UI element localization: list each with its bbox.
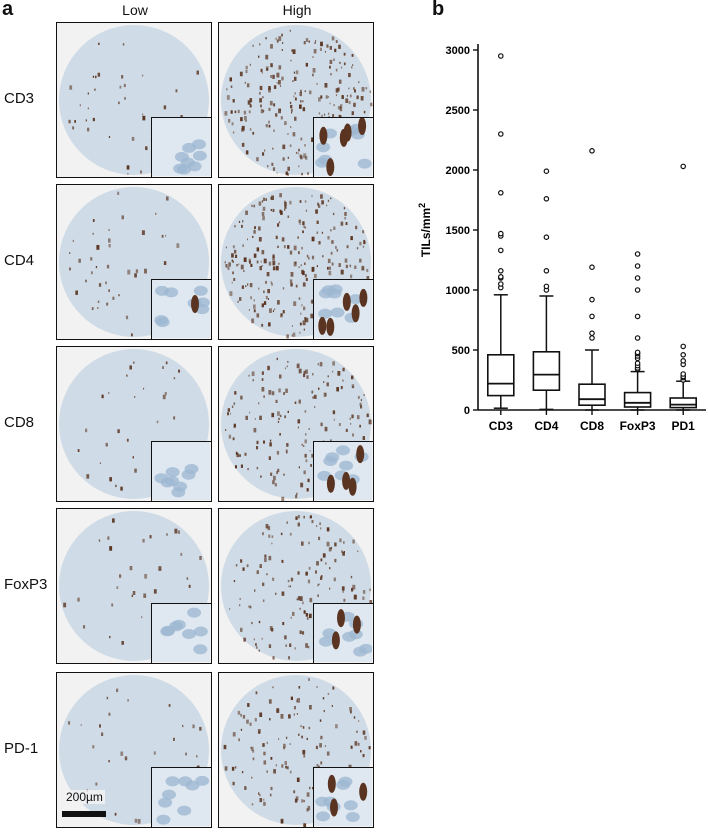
scale-bar	[62, 811, 106, 817]
magnified-inset	[313, 603, 373, 663]
outlier-cd8-4	[589, 264, 595, 271]
outlier-cd4-2	[543, 267, 550, 274]
outlier-foxp3-12	[634, 263, 641, 269]
column-header-high: High	[282, 2, 312, 18]
micrograph-cd4-low	[56, 184, 212, 340]
micrograph-cd8-low	[56, 346, 212, 502]
micrograph-foxp3-high	[218, 508, 374, 664]
box-pd1	[669, 397, 698, 409]
column-header-low: Low	[122, 2, 148, 18]
outlier-cd8-1	[589, 330, 595, 337]
outlier-pd1-3	[680, 371, 687, 377]
magnified-inset	[151, 603, 211, 663]
y-tick-label: 500	[452, 345, 470, 357]
outlier-pd1-7	[680, 343, 687, 350]
y-tick-label: 2500	[446, 105, 470, 117]
outlier-cd3-5	[498, 247, 504, 254]
row-label-cd4: CD4	[4, 252, 35, 269]
outlier-cd8-0	[589, 335, 595, 341]
outlier-foxp3-7	[634, 349, 641, 356]
outlier-cd3-4	[498, 267, 504, 274]
outlier-cd4-4	[543, 196, 550, 202]
outlier-cd3-10	[498, 53, 504, 59]
micrograph-cd4-high	[218, 184, 374, 340]
outlier-cd8-5	[589, 148, 595, 154]
outlier-pd1-5	[680, 357, 687, 364]
outlier-cd8-3	[589, 296, 595, 303]
x-tick-label-cd4: CD4	[534, 419, 558, 433]
outlier-cd3-8	[498, 190, 504, 196]
y-axis-label: TILs/mm2	[417, 203, 433, 257]
outlier-pd1-6	[680, 351, 687, 358]
x-tick-label-foxp3: FoxP3	[620, 419, 656, 433]
y-tick-label: 2000	[446, 165, 470, 177]
magnified-inset	[151, 279, 211, 339]
micrograph-pd-1-high	[218, 672, 374, 828]
magnified-inset	[313, 441, 373, 501]
magnified-inset	[151, 117, 211, 177]
magnified-inset	[313, 117, 373, 177]
box-cd4	[532, 350, 561, 391]
outlier-cd4-5	[543, 168, 550, 175]
panel-a-letter: a	[2, 0, 14, 20]
magnified-inset	[313, 767, 373, 827]
row-label-foxp3: FoxP3	[4, 576, 48, 593]
x-tick-label-cd3: CD3	[489, 419, 513, 433]
outlier-foxp3-3	[634, 360, 641, 367]
micrograph-foxp3-low	[56, 508, 212, 664]
micrograph-cd8-high	[218, 346, 374, 502]
magnified-inset	[151, 767, 211, 827]
outlier-cd3-9	[498, 131, 504, 137]
box-cd8	[578, 383, 606, 407]
magnified-inset	[313, 279, 373, 339]
y-tick-label: 3000	[446, 45, 470, 57]
boxplot-chart: 0 500 1000 1500 2000 2500 3000 TILs/mm2 CD3 CD4 CD…	[417, 44, 706, 433]
row-label-pd-1: PD-1	[4, 740, 39, 757]
row-label-cd3: CD3	[4, 90, 35, 107]
outlier-cd4-3	[543, 234, 550, 241]
outlier-cd3-1	[498, 281, 504, 287]
outlier-cd4-1	[543, 283, 550, 290]
panel-b-letter: b	[432, 0, 445, 20]
outlier-foxp3-11	[634, 275, 641, 281]
y-tick-label: 0	[464, 405, 470, 417]
outlier-foxp3-9	[634, 313, 641, 320]
micrograph-cd3-low	[56, 22, 212, 178]
outlier-foxp3-10	[634, 287, 641, 293]
row-label-cd8: CD8	[4, 414, 35, 431]
stained-cells	[224, 29, 373, 176]
magnified-inset	[151, 441, 211, 501]
scale-bar-label: 200µm	[64, 790, 105, 804]
outlier-pd1-8	[680, 163, 687, 170]
y-tick-label: 1500	[446, 225, 470, 237]
box-foxp3	[623, 391, 652, 408]
outlier-cd3-3	[498, 273, 504, 280]
outlier-cd8-2	[589, 313, 595, 320]
outlier-cd3-7	[498, 230, 504, 237]
micrograph-pd-1-low	[56, 672, 212, 828]
x-tick-label-cd8: CD8	[580, 419, 604, 433]
outlier-foxp3-8	[634, 335, 641, 341]
x-tick-label-pd1: PD1	[672, 419, 696, 433]
y-tick-label: 1000	[446, 285, 470, 297]
micrograph-cd3-high	[218, 22, 374, 178]
outlier-foxp3-13	[634, 251, 641, 257]
box-cd3	[487, 353, 515, 397]
